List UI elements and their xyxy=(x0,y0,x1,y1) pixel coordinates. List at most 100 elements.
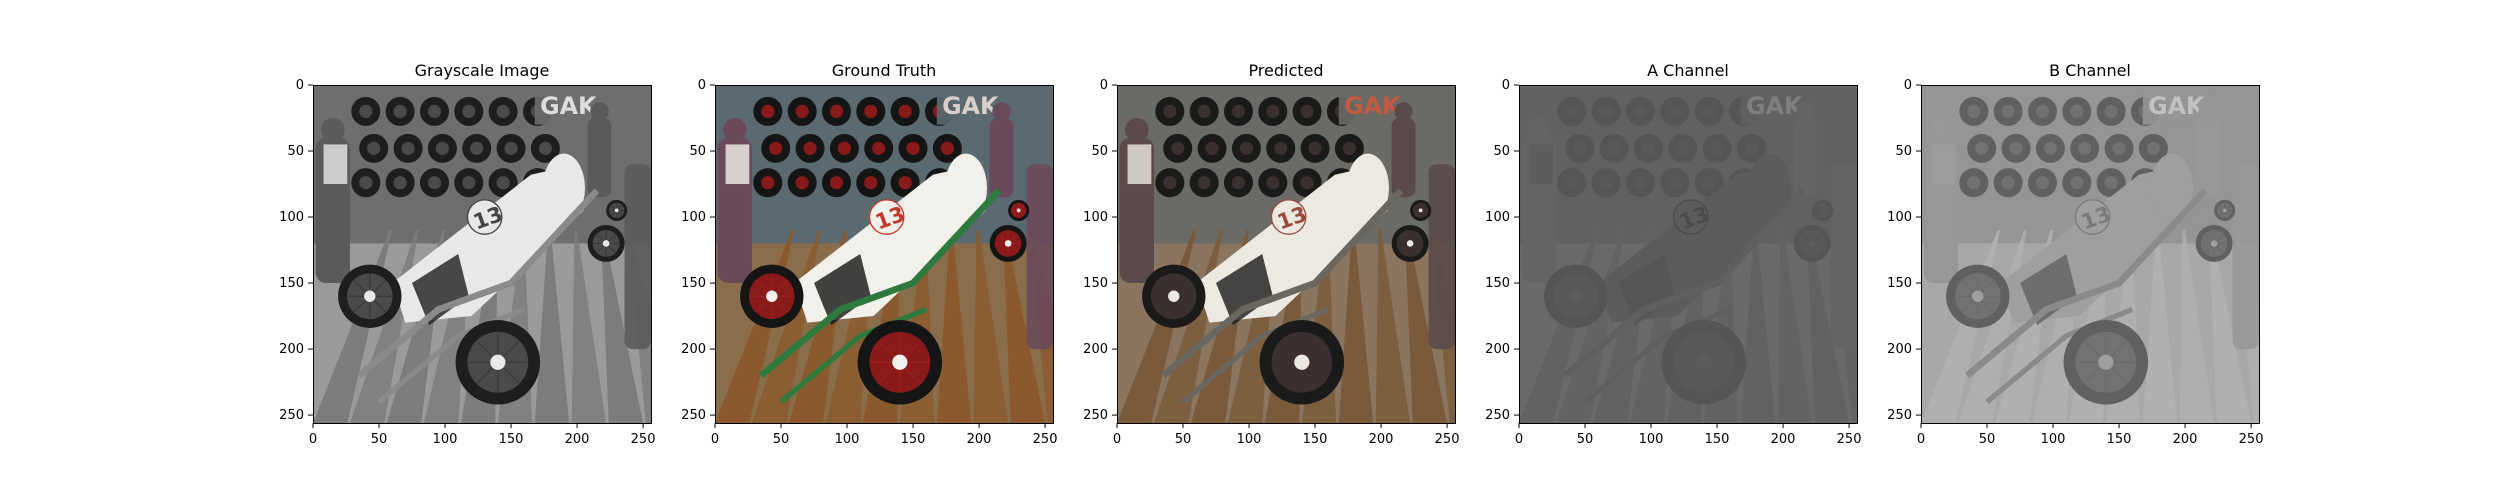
y-tick-label: 250 xyxy=(681,408,706,423)
x-tick-label: 150 xyxy=(901,432,926,447)
x-tick-label: 150 xyxy=(2107,432,2132,447)
panel-title: A Channel xyxy=(1647,61,1729,80)
wall-tire-rim xyxy=(1197,176,1211,190)
panel-axes: 0 50 100 150 200 250 0 50 100 150 200 250 xyxy=(681,78,1057,447)
floor-plank xyxy=(1002,230,1046,423)
floor-plank xyxy=(600,230,644,423)
wall-tire-rim xyxy=(393,104,407,119)
person-left-shirt xyxy=(1127,144,1152,185)
car-engine xyxy=(1216,254,1273,326)
x-tick-label: 200 xyxy=(2173,432,2198,447)
wall-tire-rim xyxy=(1668,104,1682,119)
x-tick-label: 0 xyxy=(309,432,317,447)
y-tick-label: 150 xyxy=(1485,276,1510,291)
wall-tire-rim xyxy=(2146,141,2160,155)
panel-image: GAK 13 xyxy=(715,85,1053,423)
person-left-shirt xyxy=(725,144,750,185)
car-hub xyxy=(1406,240,1414,247)
car-frame-lower xyxy=(779,307,928,404)
car-frame-lower xyxy=(377,307,526,404)
x-tick-label: 50 xyxy=(371,432,388,447)
car-hub xyxy=(1004,240,1012,247)
person-right-head xyxy=(590,102,609,121)
x-tick-label: 100 xyxy=(1639,432,1664,447)
y-tick-label: 200 xyxy=(681,342,706,357)
y-tick-label: 50 xyxy=(287,144,304,159)
y-tick-label: 0 xyxy=(296,78,304,93)
wall-tire-rim xyxy=(427,104,442,119)
x-tick-label: 150 xyxy=(499,432,524,447)
y-tick-label: 0 xyxy=(1904,78,1912,93)
wall-tire-rim xyxy=(2043,141,2057,155)
sign-text: GAK xyxy=(1344,92,1402,120)
car-hub xyxy=(2210,240,2218,247)
wall-tire-rim xyxy=(2104,176,2118,190)
y-tick-label: 200 xyxy=(279,342,304,357)
car-engine xyxy=(412,254,469,326)
wall-tire-rim xyxy=(1239,141,1253,155)
sign-panel xyxy=(936,85,1003,125)
wall-tire-rim xyxy=(1573,141,1587,155)
person-right xyxy=(1793,118,1818,198)
wall-tire-rim xyxy=(898,104,912,119)
person-left-head xyxy=(320,118,345,142)
wall-tire-rim xyxy=(496,176,510,190)
channel-haze xyxy=(1519,85,1857,423)
panel-axes: 0 50 100 150 200 250 0 50 100 150 200 250 xyxy=(1485,78,1862,447)
car-tail xyxy=(2150,153,2193,223)
y-tick-label: 100 xyxy=(1083,210,1108,225)
axes-spine xyxy=(1921,85,2260,424)
floor-plank xyxy=(1404,230,1448,423)
wall-tire-rim xyxy=(940,141,954,155)
wall-tire-rim xyxy=(1702,176,1716,190)
wall-tire-rim xyxy=(761,176,775,190)
car-hub xyxy=(490,354,506,370)
x-tick-label: 250 xyxy=(1837,432,1862,447)
floor-plank xyxy=(2142,230,2178,423)
person-left-head xyxy=(722,118,747,142)
y-tick-label: 50 xyxy=(1493,144,1510,159)
person-left-head xyxy=(1124,118,1149,142)
car-engine xyxy=(2020,254,2077,326)
wall-tire-rim xyxy=(462,104,476,119)
y-tick-label: 150 xyxy=(1887,276,1912,291)
sign-panel xyxy=(534,85,601,125)
wall-tire-rim xyxy=(359,176,373,190)
wall-tire-rim xyxy=(1607,141,1621,155)
x-tick-label: 200 xyxy=(1369,432,1394,447)
wall-tire-rim xyxy=(427,176,442,190)
x-tick-label: 250 xyxy=(2239,432,2264,447)
panel-title: Ground Truth xyxy=(831,61,937,80)
wall-tire-rim xyxy=(1975,141,1989,155)
wall-tire-rim xyxy=(864,176,878,190)
wall-tire-rim xyxy=(2070,176,2084,190)
wall-tire-rim xyxy=(837,141,851,155)
wall-tire-rim xyxy=(1744,141,1758,155)
subplot-panel: Grayscale Image GAK 13 0 50 100 150 200 250 0 50 10… xyxy=(273,0,691,500)
car-hub xyxy=(892,354,908,370)
car-frame xyxy=(1563,188,1806,379)
wall-tire-rim xyxy=(401,141,415,155)
wall-tire-rim xyxy=(2112,141,2126,155)
y-tick-label: 0 xyxy=(698,78,706,93)
floor-plank xyxy=(571,230,607,423)
wall-tire-rim xyxy=(761,104,775,119)
car-hub xyxy=(614,208,619,213)
car-hub xyxy=(2098,354,2114,370)
car-hub xyxy=(1696,354,1712,370)
person-left-shirt xyxy=(323,144,348,185)
x-tick-label: 0 xyxy=(1113,432,1121,447)
person-left-head xyxy=(1526,118,1551,142)
floor-plank xyxy=(1338,230,1374,423)
sign-panel xyxy=(1338,85,1405,125)
car-hub xyxy=(364,290,376,302)
y-tick-label: 50 xyxy=(1895,144,1912,159)
floor-plank xyxy=(936,230,972,423)
wall-tire-rim xyxy=(2001,176,2015,190)
x-tick-label: 0 xyxy=(1515,432,1523,447)
person-right xyxy=(587,118,612,198)
wall-tire-rim xyxy=(2070,104,2084,119)
wall-tire-rim xyxy=(2035,176,2050,190)
person-right-head xyxy=(1796,102,1815,121)
x-tick-label: 200 xyxy=(967,432,992,447)
